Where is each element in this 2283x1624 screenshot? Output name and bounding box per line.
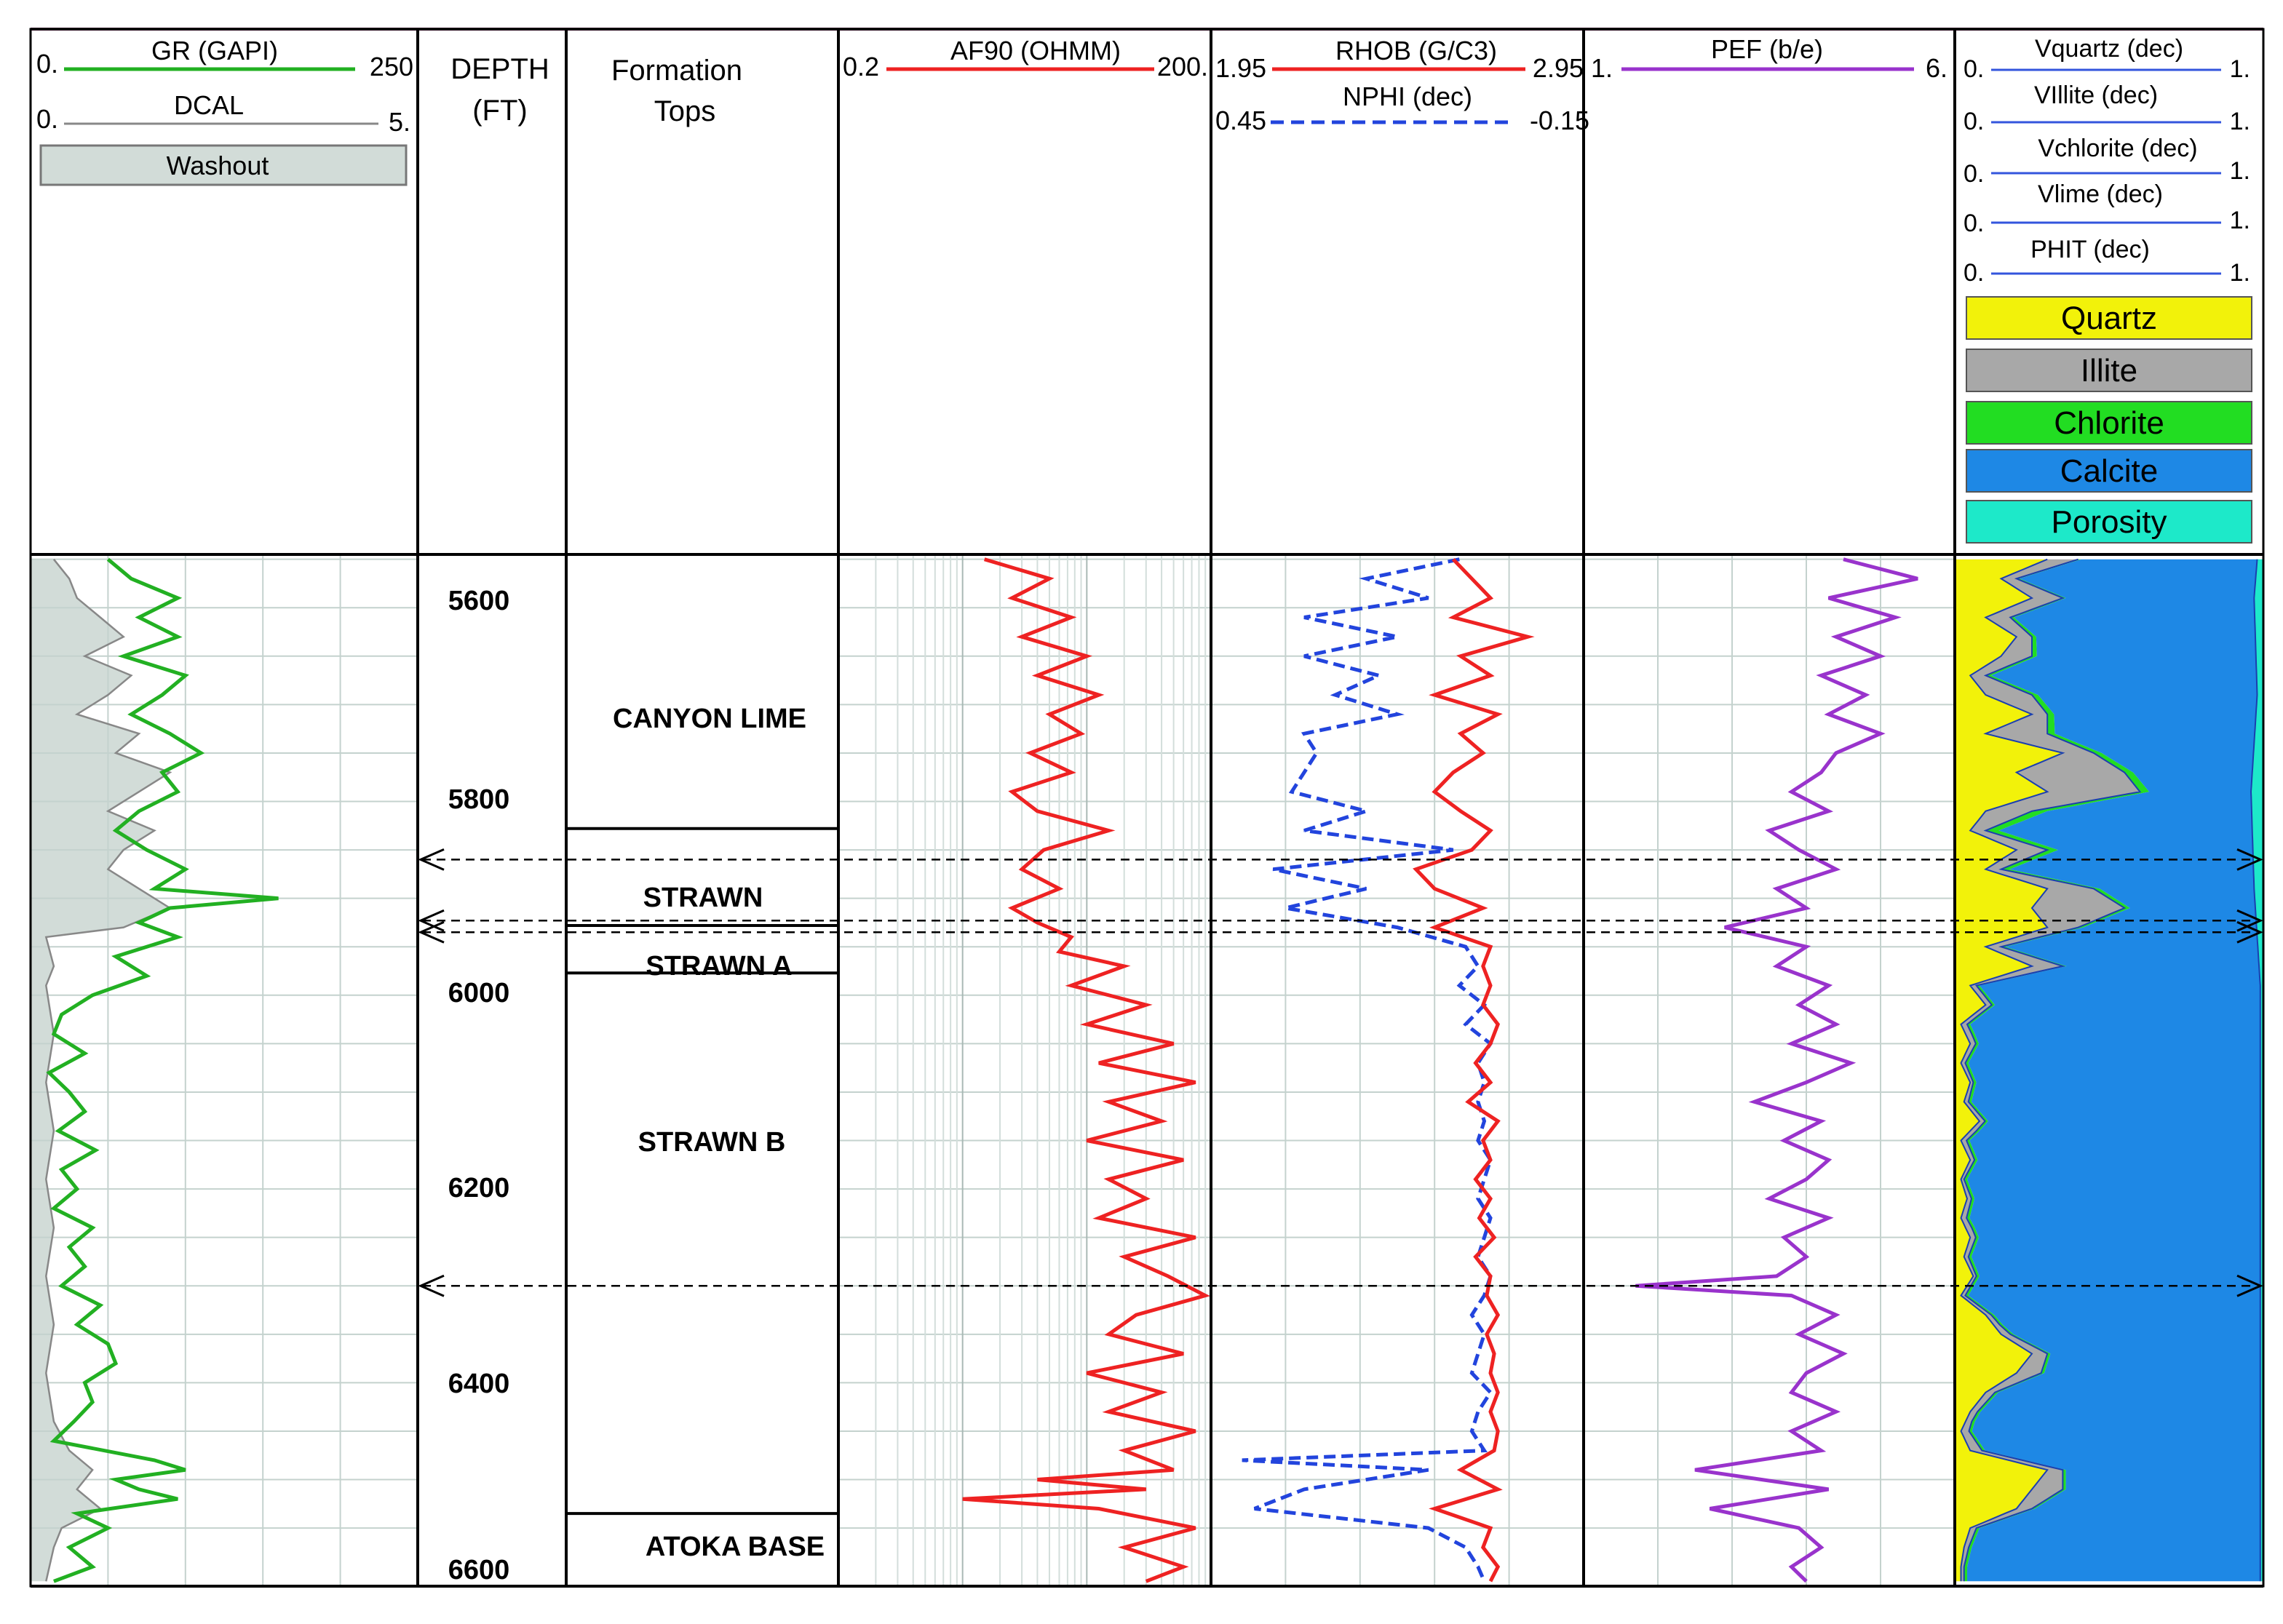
formation-top-strawn: STRAWN [643, 883, 763, 913]
lith-boundary-line [2250, 559, 2261, 1582]
nphi-scale-min: 0.45 [1215, 106, 1266, 135]
lithology-legend: Quartz Illite Chlorite Calcite Porosity [1966, 296, 2252, 544]
gr-curve-name: GR (GAPI) [151, 36, 278, 65]
gr-track-header: GR (GAPI) 0. 250 DCAL 0. 5. Washout [36, 36, 413, 186]
formation-top-atoka-base: ATOKA BASE [646, 1532, 825, 1562]
vchlorite-curve-name: Vchlorite (dec) [2038, 135, 2197, 162]
formation-top-strawn-a: STRAWN A [646, 951, 792, 982]
depth-tick-6200: 6200 [448, 1173, 510, 1203]
pef-scale-max: 6. [1926, 53, 1948, 83]
formation-top-strawn-b: STRAWN B [638, 1127, 786, 1158]
porosity-fill [2251, 559, 2263, 1582]
vquartz-scale-min: 0. [1964, 55, 1984, 83]
nphi-curve [1242, 557, 1493, 1583]
calcite-fill [1967, 559, 2260, 1582]
legend-swatch-calcite [1966, 449, 2252, 493]
lith-boundary-line [1963, 558, 2142, 1582]
quartz-fill [1955, 559, 2063, 1582]
formation-top-canyon-lime: CANYON LIME [613, 704, 806, 734]
rhob-scale-max: 2.95 [1533, 53, 1584, 83]
depth-tick-6400: 6400 [448, 1369, 510, 1399]
phit-scale-min: 0. [1964, 259, 1984, 287]
vlime-scale-max: 1. [2230, 207, 2250, 234]
marker-arrow-right [2236, 1274, 2263, 1297]
legend-label-calcite: Calcite [2060, 453, 2159, 489]
tops-track-header: Formation Tops [611, 55, 742, 127]
correlation-markers [418, 848, 2263, 1297]
nphi-curve-name: NPHI (dec) [1343, 81, 1472, 111]
legend-swatch-quartz [1966, 296, 2252, 340]
dcal-curve-name: DCAL [174, 90, 244, 120]
marker-arrow-left [418, 848, 445, 871]
log-curves [44, 557, 2261, 1583]
res-track-header: AF90 (OHMM) 0.2 200. [843, 36, 1208, 81]
rhob-scale-min: 1.95 [1215, 53, 1266, 83]
legend-swatch-chlorite [1966, 401, 2252, 445]
marker-arrow-left [418, 909, 445, 932]
dcal-curve [44, 558, 172, 1582]
villite-scale-max: 1. [2230, 108, 2250, 135]
marker-arrow-right [2236, 909, 2263, 932]
legend-swatch-illite [1966, 349, 2252, 392]
vlime-scale-min: 0. [1964, 210, 1984, 237]
pef-curve-name: PEF (b/e) [1711, 34, 1823, 64]
vlime-curve-name: Vlime (dec) [2038, 180, 2163, 208]
gr-curve [46, 557, 279, 1583]
phit-curve-name: PHIT (dec) [2030, 236, 2150, 263]
tops-header-line1: Formation [611, 55, 742, 87]
vquartz-scale-max: 1. [2230, 55, 2250, 83]
nphi-scale-max: -0.15 [1530, 106, 1589, 135]
dn-track-header: RHOB (G/C3) 1.95 2.95 NPHI (dec) 0.45 -0… [1215, 36, 1589, 135]
rhob-curve [1413, 557, 1535, 1583]
legend-label-porosity: Porosity [2052, 504, 2167, 540]
depth-ticks: 5600 5800 6000 6200 6400 6600 [448, 586, 510, 1585]
villite-scale-min: 0. [1964, 108, 1984, 135]
tops-header-line2: Tops [654, 95, 716, 127]
lith-boundary-line [1960, 558, 2065, 1582]
washout-legend-box [39, 144, 408, 186]
legend-label-chlorite: Chlorite [2054, 405, 2164, 441]
vquartz-curve-name: Vquartz (dec) [2035, 35, 2183, 63]
depth-tick-5800: 5800 [448, 784, 510, 815]
washout-legend-label: Washout [167, 151, 269, 180]
marker-arrow-left [418, 1274, 445, 1297]
gr-scale-min: 0. [36, 49, 58, 79]
legend-label-illite: Illite [2081, 353, 2137, 389]
illite-fill [1961, 559, 2140, 1582]
vchlorite-scale-max: 1. [2230, 157, 2250, 185]
depth-tick-5600: 5600 [448, 586, 510, 616]
lithology-fills [31, 559, 2263, 1582]
marker-arrow-right [2236, 848, 2263, 871]
gr-scale-max: 250 [370, 52, 413, 81]
pef-track-header: PEF (b/e) 1. 6. [1591, 34, 1948, 83]
marker-arrow-left [418, 920, 445, 944]
washout-fill [31, 559, 170, 1582]
dcal-scale-max: 5. [389, 107, 410, 137]
rhob-curve-name: RHOB (G/C3) [1335, 36, 1497, 65]
pef-scale-min: 1. [1591, 53, 1613, 83]
legend-label-quartz: Quartz [2061, 300, 2157, 336]
depth-header-label: DEPTH [450, 53, 549, 85]
phit-scale-max: 1. [2230, 259, 2250, 287]
vchlorite-scale-min: 0. [1964, 160, 1984, 188]
legend-swatch-porosity [1966, 500, 2252, 544]
af90-scale-max: 200. [1157, 52, 1208, 81]
villite-curve-name: VIllite (dec) [2034, 81, 2158, 109]
formation-tops: CANYON LIME STRAWN STRAWN A STRAWN B ATO… [613, 704, 825, 1562]
lith-track-header: Vquartz (dec) 0. 1. VIllite (dec) 0. 1. … [1964, 35, 2252, 544]
track-frame [29, 28, 2265, 1588]
af90-scale-min: 0.2 [843, 52, 879, 81]
depth-tick-6000: 6000 [448, 978, 510, 1008]
pef-curve [1635, 557, 1918, 1583]
depth-header-unit: (FT) [472, 95, 528, 127]
depth-tick-6600: 6600 [448, 1555, 510, 1585]
dcal-scale-min: 0. [36, 104, 58, 134]
marker-arrow-right [2236, 920, 2263, 944]
depth-track-header: DEPTH (FT) [450, 53, 549, 127]
af90-curve-name: AF90 (OHMM) [950, 36, 1121, 65]
af90-curve [962, 557, 1210, 1583]
